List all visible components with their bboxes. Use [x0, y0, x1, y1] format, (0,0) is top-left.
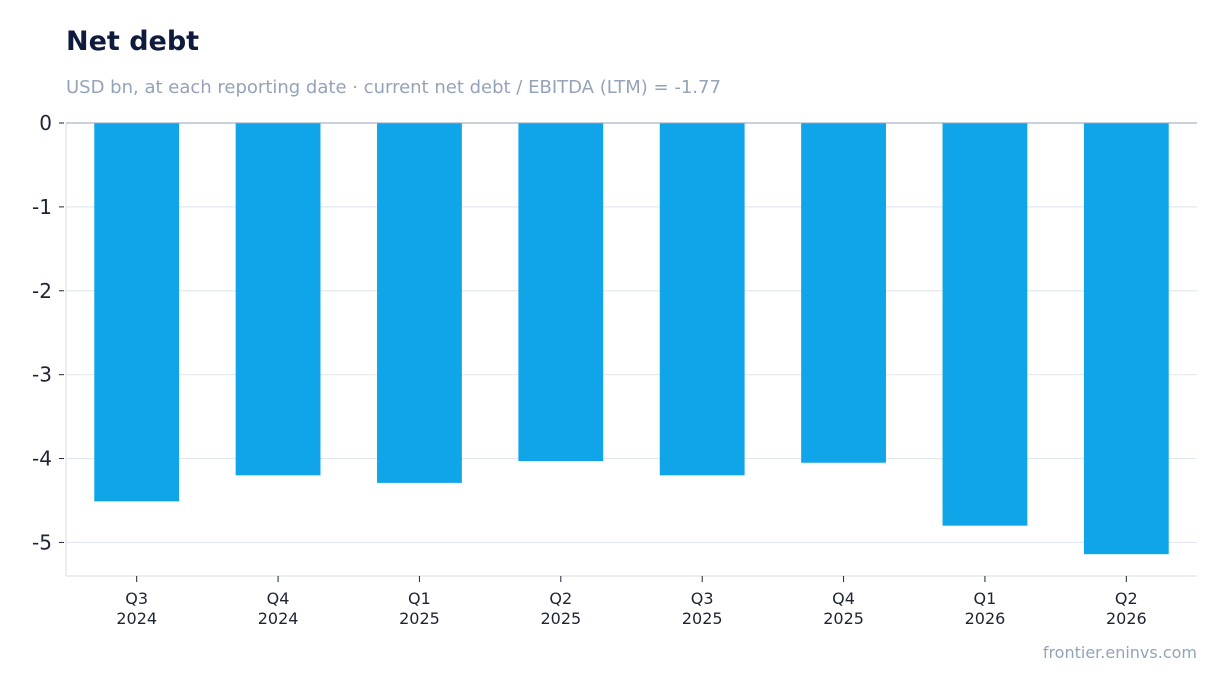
- x-tick-label-year: 2024: [258, 609, 299, 628]
- x-tick-label-year: 2025: [682, 609, 723, 628]
- y-tick-label: -1: [32, 195, 52, 219]
- bar-q4-2025[interactable]: [801, 123, 886, 463]
- bar-q2-2025[interactable]: [518, 123, 604, 462]
- axes: 0-1-2-3-4-5Q32024Q42024Q12025Q22025Q3202…: [32, 111, 1197, 628]
- y-tick-label: 0: [39, 111, 52, 135]
- bar-q3-2025[interactable]: [659, 123, 745, 476]
- bar-q1-2026[interactable]: [942, 123, 1028, 526]
- x-tick-label-quarter: Q1: [974, 589, 997, 608]
- x-tick-label-quarter: Q3: [125, 589, 148, 608]
- x-tick-label-year: 2026: [1106, 609, 1147, 628]
- x-tick-label-quarter: Q3: [691, 589, 714, 608]
- chart-title: Net debt: [66, 26, 200, 57]
- x-tick-label-year: 2024: [116, 609, 157, 628]
- bar-q3-2024[interactable]: [94, 123, 180, 502]
- y-tick-label: -3: [32, 363, 52, 387]
- bar-q4-2024[interactable]: [235, 123, 321, 476]
- x-tick-label-quarter: Q1: [408, 589, 431, 608]
- bar-q1-2025[interactable]: [377, 123, 462, 483]
- source-credit[interactable]: frontier.eninvs.com: [1042, 643, 1197, 662]
- x-tick-label-quarter: Q2: [1115, 589, 1138, 608]
- x-tick-label-quarter: Q2: [549, 589, 572, 608]
- bar-q2-2026[interactable]: [1083, 123, 1169, 555]
- x-tick-label-year: 2025: [399, 609, 440, 628]
- x-tick-label-year: 2026: [965, 609, 1006, 628]
- x-tick-label-quarter: Q4: [267, 589, 290, 608]
- x-tick-label-year: 2025: [540, 609, 581, 628]
- y-tick-label: -4: [32, 447, 52, 471]
- y-tick-label: -2: [32, 279, 52, 303]
- x-tick-label-quarter: Q4: [832, 589, 855, 608]
- y-tick-label: -5: [32, 530, 52, 554]
- x-tick-label-year: 2025: [823, 609, 864, 628]
- bars: [94, 123, 1169, 555]
- chart-subtitle: USD bn, at each reporting date · current…: [66, 77, 721, 98]
